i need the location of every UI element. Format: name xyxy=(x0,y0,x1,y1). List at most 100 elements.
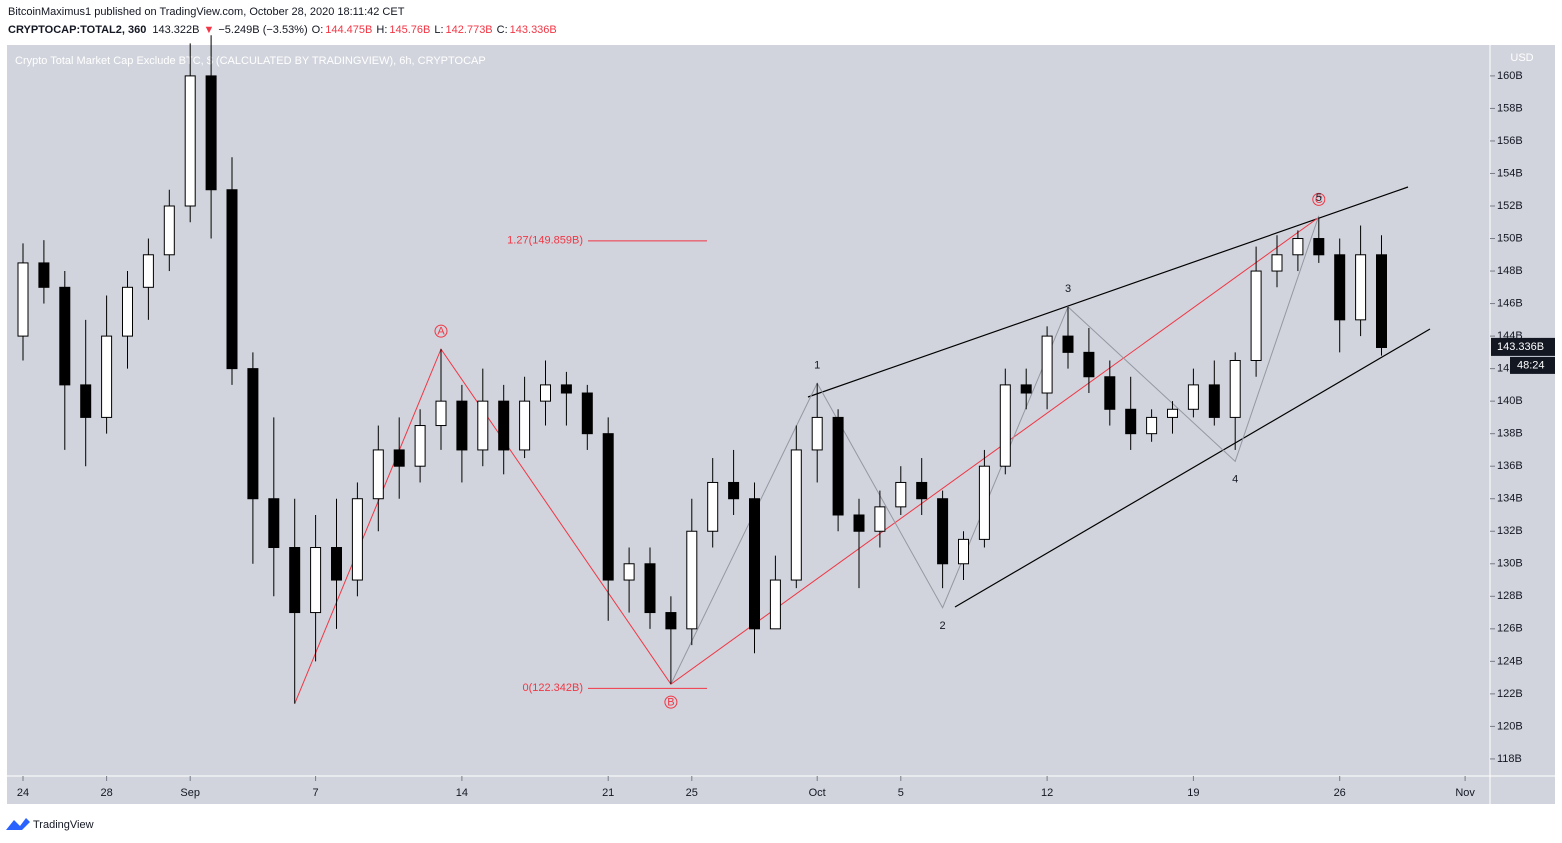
x-tick-label: 7 xyxy=(313,787,319,799)
y-tick-label: 120B xyxy=(1497,720,1523,732)
y-tick-label: 136B xyxy=(1497,460,1523,472)
candle xyxy=(1062,306,1074,369)
candle xyxy=(749,482,760,654)
candle xyxy=(142,238,154,320)
candle xyxy=(351,482,363,597)
y-tick-label: 160B xyxy=(1497,70,1523,82)
candle-body xyxy=(560,384,572,394)
candle xyxy=(644,547,656,629)
candle xyxy=(393,417,405,499)
candle-body xyxy=(1292,238,1304,256)
candle-body xyxy=(1334,254,1346,321)
candle-body xyxy=(978,465,990,540)
candle-body xyxy=(435,400,447,427)
candle-body xyxy=(1083,351,1095,378)
countdown-box xyxy=(1510,356,1555,374)
candle xyxy=(163,189,175,272)
candle xyxy=(1104,360,1116,426)
price: 143.322B xyxy=(152,24,199,36)
wave-label: 1 xyxy=(814,360,820,372)
candle-body xyxy=(665,612,677,630)
candle xyxy=(540,360,551,426)
candle-body xyxy=(268,498,280,549)
publisher: BitcoinMaximus1 published on TradingView… xyxy=(8,6,405,18)
candle xyxy=(560,371,572,426)
candle xyxy=(80,319,92,467)
candle xyxy=(1376,235,1387,356)
candle-body xyxy=(1125,408,1137,435)
candle xyxy=(1125,376,1137,450)
candle xyxy=(853,498,865,589)
candle-body xyxy=(1062,335,1074,353)
candle-body xyxy=(790,449,802,581)
candle xyxy=(1167,401,1178,434)
ohlc-label: H: xyxy=(376,24,387,36)
candle-body xyxy=(874,506,886,532)
axis-unit: USD xyxy=(1510,52,1533,64)
candle xyxy=(1271,235,1283,288)
candle xyxy=(811,383,823,483)
ohlc-label: L: xyxy=(434,24,443,36)
candle-body xyxy=(1376,254,1387,348)
candle xyxy=(1250,246,1262,377)
y-tick-label: 158B xyxy=(1497,102,1523,114)
candle xyxy=(310,514,322,662)
candle-body xyxy=(1167,408,1178,418)
candle-body xyxy=(623,563,635,581)
x-tick-label: 5 xyxy=(898,787,904,799)
x-tick-label: Nov xyxy=(1455,787,1475,799)
candle-body xyxy=(916,481,928,500)
wedge-lower-line xyxy=(954,328,1431,608)
candle xyxy=(874,490,886,548)
candle xyxy=(372,425,384,532)
candle xyxy=(268,417,280,597)
candle-body xyxy=(101,335,113,418)
candle-body xyxy=(163,205,175,256)
y-tick-label: 122B xyxy=(1497,688,1523,700)
ohlc-value: 144.475B xyxy=(325,24,372,36)
candle xyxy=(999,368,1011,475)
footer-logo[interactable]: TradingView xyxy=(6,818,94,831)
wave-label: C xyxy=(1315,194,1323,206)
candle-body xyxy=(1020,384,1032,394)
candle-body xyxy=(247,368,259,500)
candle-body xyxy=(414,425,426,467)
candle xyxy=(937,490,949,589)
wave-label-circle xyxy=(1312,192,1326,206)
candle xyxy=(916,458,928,515)
wedge-upper-line xyxy=(807,186,1409,398)
ohlc-value: 142.773B xyxy=(446,24,493,36)
candle xyxy=(790,425,802,589)
y-tick-label: 154B xyxy=(1497,167,1523,179)
candle xyxy=(477,368,489,467)
candle xyxy=(289,498,301,704)
candle xyxy=(602,417,614,621)
candle xyxy=(581,384,593,450)
last-price-label: 143.336B xyxy=(1497,341,1544,353)
x-tick-label: 28 xyxy=(100,787,112,799)
candle-body xyxy=(205,75,217,191)
candle-body xyxy=(749,498,760,630)
symbol: CRYPTOCAP:TOTAL2, 360 xyxy=(8,24,146,36)
candle-body xyxy=(1313,238,1325,256)
candle xyxy=(707,458,719,548)
wave-label: 4 xyxy=(1232,474,1238,486)
y-tick-label: 132B xyxy=(1497,525,1523,537)
candle-body xyxy=(17,262,29,337)
candle-body xyxy=(958,538,969,565)
wave-label: 5 xyxy=(1316,192,1322,204)
candle-body xyxy=(832,416,844,516)
arrow: ▼ xyxy=(203,24,214,36)
x-tick-label: 14 xyxy=(456,787,468,799)
candle-body xyxy=(142,254,154,288)
candle-body xyxy=(477,400,489,451)
candle xyxy=(769,555,781,630)
candle-body xyxy=(519,400,531,451)
candle xyxy=(331,498,342,629)
candle xyxy=(17,243,29,361)
candle-body xyxy=(372,449,384,500)
candle xyxy=(1146,409,1158,442)
x-tick-label: 12 xyxy=(1041,787,1053,799)
candle xyxy=(205,35,217,239)
candle-body xyxy=(1355,254,1367,321)
